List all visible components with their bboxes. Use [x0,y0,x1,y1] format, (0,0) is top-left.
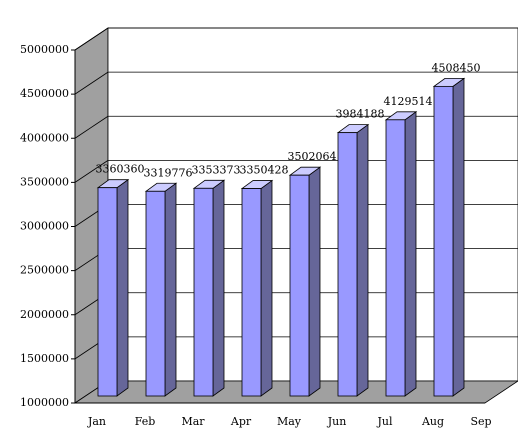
bar-side [308,166,321,397]
bar [385,119,406,397]
y-tick-label: 3000000 [20,220,69,233]
bar [193,187,214,397]
x-tick-label: Feb [135,415,156,428]
y-tick-label: 1000000 [20,396,69,409]
bar [145,190,166,397]
grid-line [74,71,109,95]
x-tick-label: Jul [376,415,392,428]
y-tick-label: 2500000 [20,264,69,277]
y-tick-label: 3500000 [20,175,69,188]
data-label: 3984188 [336,108,385,121]
x-tick-label: Aug [421,415,444,428]
bar-side [260,179,273,397]
bar-side [404,111,417,397]
bar-side [212,179,225,397]
x-tick-label: May [277,415,302,428]
y-tick-label: 4000000 [20,131,69,144]
bar [433,85,454,397]
data-label: 3353373 [192,163,241,176]
bar [241,188,262,397]
bar-side [164,182,177,397]
grid-line [74,115,109,139]
x-tick-label: Jun [327,415,347,428]
y-tick-label: 5000000 [20,43,69,56]
y-tick-label: 1500000 [20,352,69,365]
grid-line [74,27,109,51]
grid-line [74,160,109,183]
bar [337,132,358,397]
x-tick-label: Jan [87,415,106,428]
y-tick-label: 2000000 [20,308,69,321]
data-label: 3350428 [240,164,289,177]
bar-side [356,123,369,397]
bar [289,174,310,397]
bar-side [116,178,129,397]
data-label: 4129514 [384,95,433,108]
data-label: 4508450 [432,61,481,74]
data-label: 3360360 [96,163,145,176]
x-tick-label: Apr [230,415,252,428]
x-tick-label: Mar [181,415,205,428]
bar-side [452,77,465,397]
x-tick-label: Sep [470,415,491,428]
data-label: 3502064 [288,150,337,163]
y-tick-label: 4500000 [20,87,69,100]
bar [97,187,118,397]
data-label: 3319776 [144,166,193,179]
